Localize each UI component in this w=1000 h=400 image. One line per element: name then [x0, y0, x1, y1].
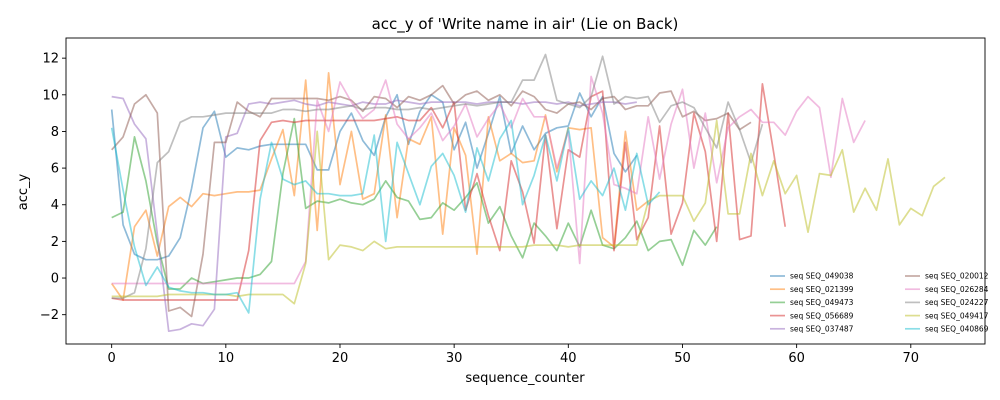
series-line-seq-seq_040869 [110, 119, 661, 314]
x-tick-label: 40 [560, 351, 577, 366]
y-tick-label: 0 [51, 272, 59, 287]
series-line-seq-seq_049473 [111, 117, 718, 290]
y-tick-label: 8 [51, 125, 59, 140]
x-tick-label: 0 [108, 351, 116, 366]
legend-label: seq SEQ_024227 [925, 298, 989, 307]
y-tick-label: −2 [40, 308, 59, 323]
legend-label: seq SEQ_021399 [790, 285, 854, 294]
series-line-seq-seq_026284 [111, 75, 866, 285]
legend-label: seq SEQ_037487 [790, 325, 854, 334]
x-tick-label: 10 [218, 351, 235, 366]
plot-frame [65, 37, 986, 345]
series-line-seq-seq_056689 [111, 82, 787, 301]
legend-label: seq SEQ_020012 [925, 272, 989, 281]
y-tick-label: 10 [42, 88, 59, 103]
plot-area: 0 10 20 30 40 50 60 70 −2 0 2 4 6 8 10 12 [40, 37, 986, 366]
legend-label: seq SEQ_049473 [790, 298, 854, 307]
legend-label: seq SEQ_049417 [925, 311, 989, 320]
x-tick-label: 50 [674, 351, 691, 366]
chart-title: acc_y of 'Write name in air' (Lie on Bac… [372, 15, 679, 34]
y-tick-label: 4 [51, 198, 59, 213]
legend-label: seq SEQ_026284 [925, 285, 989, 294]
y-tick-label: 2 [51, 235, 59, 250]
legend-label: seq SEQ_056689 [790, 311, 854, 320]
legend-label: seq SEQ_040869 [925, 325, 989, 334]
x-tick-label: 20 [332, 351, 349, 366]
legend-label: seq SEQ_049038 [790, 272, 854, 281]
y-tick-label: 12 [42, 52, 59, 67]
y-axis-label: acc_y [16, 173, 31, 210]
x-tick-label: 30 [446, 351, 463, 366]
x-axis-label: sequence_counter [465, 371, 585, 386]
series-line-seq-seq_024227 [111, 53, 764, 300]
x-tick-label: 60 [788, 351, 805, 366]
series-line-seq-seq_037487 [111, 95, 637, 333]
y-tick-label: 6 [51, 162, 59, 177]
series-line-seq-seq_020012 [111, 84, 752, 318]
x-tick-label: 70 [903, 351, 920, 366]
